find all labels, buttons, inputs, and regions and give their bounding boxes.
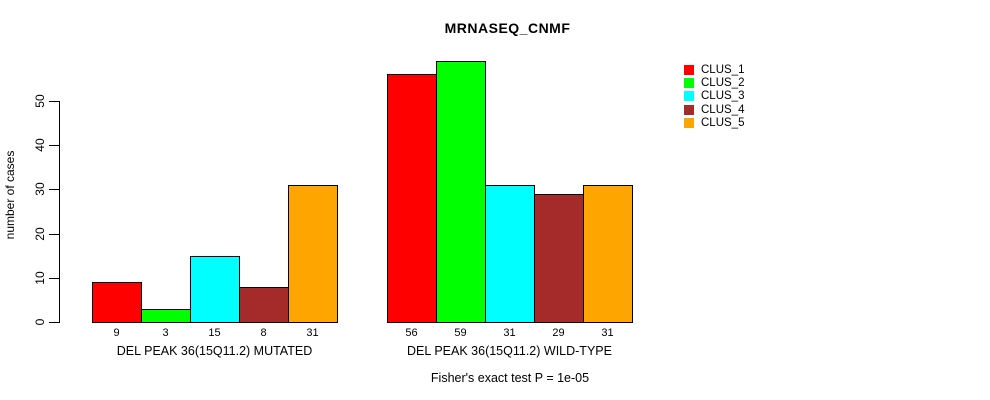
y-tick-mark: [49, 234, 59, 235]
category-label: DEL PEAK 36(15Q11.2) MUTATED: [116, 344, 313, 358]
y-axis-label: number of cases: [3, 150, 17, 240]
legend-entry: CLUS_3: [684, 90, 744, 102]
bar: [583, 185, 633, 323]
bar: [288, 185, 338, 323]
bar-value-label: 31: [503, 327, 516, 339]
y-axis-line: [59, 101, 60, 323]
legend-color-swatch: [684, 105, 694, 115]
y-tick-label: 10: [33, 271, 47, 285]
y-tick-mark: [49, 101, 59, 102]
legend-label: CLUS_3: [701, 90, 745, 102]
legend-entry: CLUS_5: [684, 117, 744, 129]
legend-label: CLUS_1: [701, 64, 745, 76]
bar: [436, 61, 486, 323]
legend-entry: CLUS_4: [684, 104, 744, 116]
bar-value-label: 56: [405, 327, 418, 339]
annotation-text: Fisher's exact test P = 1e-05: [430, 371, 590, 385]
bar-value-label: 8: [260, 327, 267, 339]
y-tick-mark: [49, 278, 59, 279]
bar: [141, 309, 191, 323]
legend-label: CLUS_5: [701, 117, 745, 129]
y-tick-mark: [49, 145, 59, 146]
y-tick-label: 20: [33, 227, 47, 241]
bar: [534, 194, 584, 323]
category-label: DEL PEAK 36(15Q11.2) WILD-TYPE: [407, 344, 612, 358]
legend-color-swatch: [684, 78, 694, 88]
legend-label: CLUS_2: [701, 77, 745, 89]
bar-value-label: 3: [162, 327, 169, 339]
legend-label: CLUS_4: [701, 104, 745, 116]
bar: [387, 74, 437, 323]
y-tick-label: 30: [33, 182, 47, 196]
bar: [239, 287, 289, 323]
bar: [485, 185, 535, 323]
legend-color-swatch: [684, 91, 694, 101]
bar: [190, 256, 240, 323]
y-tick-mark: [49, 189, 59, 190]
legend-color-swatch: [684, 118, 694, 128]
legend-color-swatch: [684, 65, 694, 75]
y-tick-mark: [49, 322, 59, 323]
bar-value-label: 15: [208, 327, 221, 339]
bar-value-label: 29: [552, 327, 565, 339]
y-tick-label: 40: [33, 138, 47, 152]
bar-value-label: 31: [306, 327, 319, 339]
bar: [92, 282, 142, 323]
legend-entry: CLUS_2: [684, 77, 744, 89]
legend-entry: CLUS_1: [684, 64, 744, 76]
bar-value-label: 9: [113, 327, 120, 339]
chart-title: MRNASEQ_CNMF: [444, 20, 571, 36]
bar-value-label: 59: [454, 327, 467, 339]
y-tick-label: 0: [33, 318, 47, 326]
y-tick-label: 50: [33, 94, 47, 108]
bar-value-label: 31: [601, 327, 614, 339]
